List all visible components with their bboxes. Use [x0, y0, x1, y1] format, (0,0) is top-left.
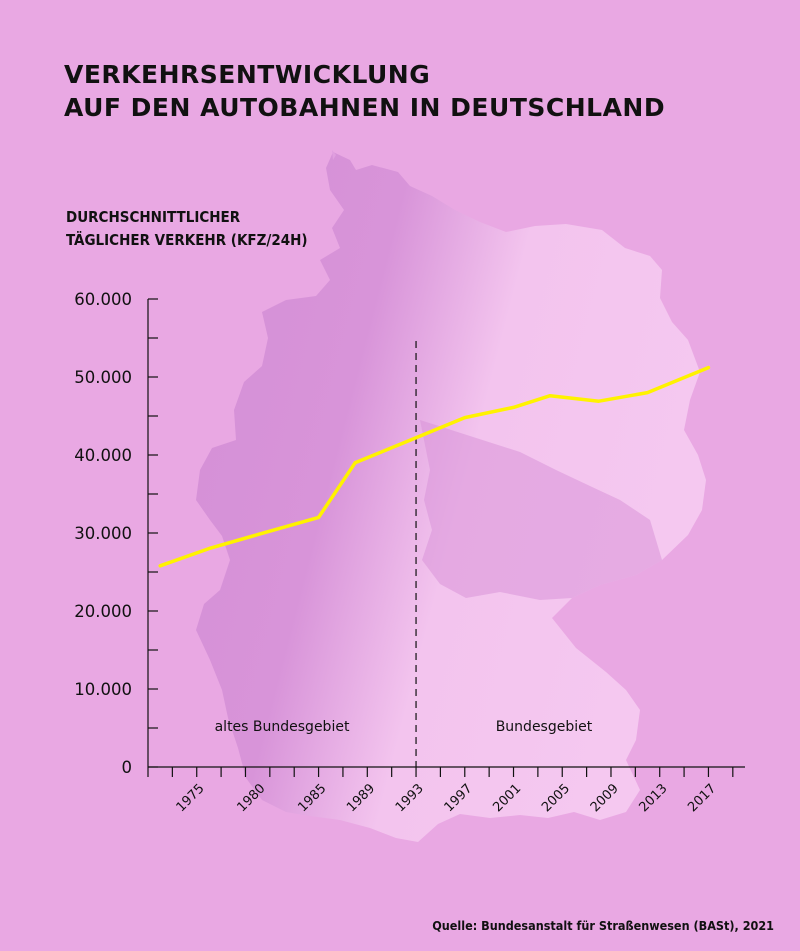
y-tick-label: 20.000 — [74, 602, 132, 621]
chart-annotations: altes Bundesgebiet Bundesgebiet — [215, 341, 593, 767]
y-tick-label: 60.000 — [74, 290, 132, 309]
y-axis-label: DURCHSCHNITTLICHER TÄGLICHER VERKEHR (KF… — [66, 206, 308, 252]
x-tick-label: 1985 — [295, 781, 329, 815]
chart-tick-labels: 0 10.000 20.000 30.000 40.000 50.000 60.000 197… — [74, 290, 719, 815]
chart-axes — [147, 299, 745, 768]
x-tick-label: 2005 — [539, 781, 573, 815]
y-tick-label: 30.000 — [74, 524, 132, 543]
y-tick-label: 0 — [122, 758, 133, 777]
chart-ticks — [147, 298, 734, 777]
y-axis-label-line-1: DURCHSCHNITTLICHER — [66, 208, 241, 226]
x-tick-label: 1997 — [442, 781, 476, 815]
chart-series — [158, 365, 711, 568]
y-tick-label: 10.000 — [74, 680, 132, 699]
source-note: Quelle: Bundesanstalt für Straßenwesen (… — [432, 918, 774, 933]
x-tick-label: 2001 — [490, 781, 524, 815]
x-tick-label: 2017 — [685, 781, 719, 815]
x-tick-label: 2013 — [637, 781, 671, 815]
series-line — [158, 365, 711, 568]
y-tick-label: 50.000 — [74, 368, 132, 387]
chart-title: VERKEHRSENTWICKLUNG AUF DEN AUTOBAHNEN I… — [64, 58, 665, 124]
chart-title-line-2: AUF DEN AUTOBAHNEN IN DEUTSCHLAND — [64, 93, 666, 122]
y-axis-label-line-2: TÄGLICHER VERKEHR (KFZ/24H) — [66, 231, 308, 249]
chart-title-line-1: VERKEHRSENTWICKLUNG — [64, 60, 431, 89]
germany-map-region-shade — [420, 420, 662, 600]
x-tick-label: 2009 — [588, 781, 622, 815]
region-annotation: Bundesgebiet — [496, 719, 593, 735]
germany-map-island-shape — [332, 150, 336, 160]
x-tick-label: 1975 — [174, 781, 208, 815]
x-tick-label: 1993 — [393, 781, 427, 815]
x-tick-label: 1980 — [234, 781, 268, 815]
region-annotation: altes Bundesgebiet — [215, 719, 350, 735]
y-tick-label: 40.000 — [74, 446, 132, 465]
x-tick-label: 1989 — [344, 781, 378, 815]
